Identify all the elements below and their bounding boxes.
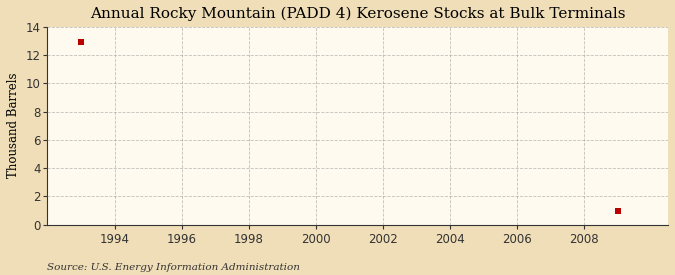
Y-axis label: Thousand Barrels: Thousand Barrels: [7, 73, 20, 178]
Title: Annual Rocky Mountain (PADD 4) Kerosene Stocks at Bulk Terminals: Annual Rocky Mountain (PADD 4) Kerosene …: [90, 7, 626, 21]
Text: Source: U.S. Energy Information Administration: Source: U.S. Energy Information Administ…: [47, 263, 300, 272]
